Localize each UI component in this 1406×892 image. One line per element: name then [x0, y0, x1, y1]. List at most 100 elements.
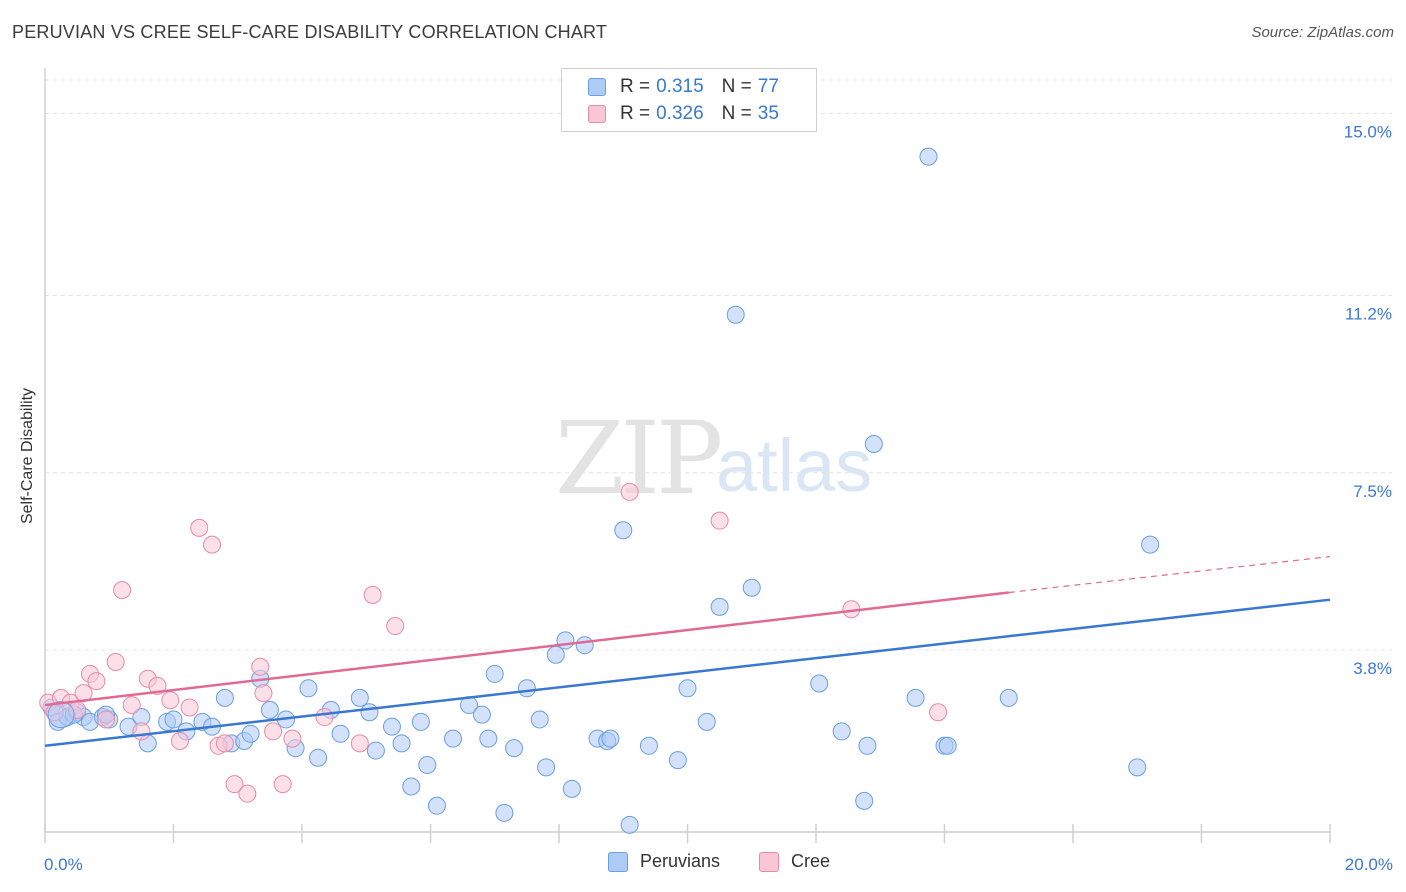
- data-point-cree: [283, 729, 302, 748]
- chart-title: PERUVIAN VS CREE SELF-CARE DISABILITY CO…: [12, 22, 608, 42]
- data-point-peruvians: [742, 578, 761, 597]
- data-point-peruvians: [639, 736, 658, 755]
- data-point-peruvians: [556, 631, 575, 650]
- y-tick-label: 15.0%: [1344, 123, 1392, 142]
- data-point-peruvians: [485, 664, 504, 683]
- data-point-peruvians: [697, 712, 716, 731]
- legend-n-value: 77: [757, 76, 779, 97]
- legend-n-label: N =: [721, 103, 752, 124]
- data-point-cree: [315, 708, 334, 727]
- data-point-peruvians: [411, 712, 430, 731]
- legend-r-label: R =: [620, 76, 651, 97]
- y-tick-label: 3.8%: [1353, 659, 1392, 678]
- legend-r-value: 0.326: [656, 103, 704, 124]
- data-point-cree: [180, 698, 199, 717]
- data-point-peruvians: [427, 796, 446, 815]
- data-point-cree: [273, 775, 292, 794]
- data-point-peruvians: [855, 791, 874, 810]
- data-point-peruvians: [726, 305, 745, 324]
- data-point-peruvians: [241, 724, 260, 743]
- data-point-peruvians: [517, 679, 536, 698]
- data-point-peruvians: [810, 674, 829, 693]
- data-point-peruvians: [299, 679, 318, 698]
- data-point-cree: [87, 672, 106, 691]
- data-point-peruvians: [260, 700, 279, 719]
- data-point-peruvians: [47, 701, 75, 729]
- bottom-legend-label: Cree: [791, 851, 831, 871]
- data-point-cree: [215, 734, 234, 753]
- trend-line-extension-cree: [1008, 555, 1331, 594]
- data-point-cree: [225, 775, 244, 794]
- data-point-cree: [254, 684, 273, 703]
- data-point-cree: [203, 535, 222, 554]
- stats-legend: R = 0.315 N = 77 R = 0.326 N = 35: [561, 68, 817, 132]
- legend-row-peruvians: R = 0.315 N = 77: [588, 75, 797, 99]
- data-point-peruvians: [530, 710, 549, 729]
- legend-n-label: N =: [721, 76, 752, 97]
- data-point-peruvians: [1141, 535, 1160, 554]
- data-point-peruvians: [360, 703, 379, 722]
- legend-row-cree: R = 0.326 N = 35: [588, 102, 797, 126]
- data-point-peruvians: [472, 705, 491, 724]
- data-point-peruvians: [575, 636, 594, 655]
- data-point-peruvians: [350, 688, 369, 707]
- data-point-peruvians: [443, 729, 462, 748]
- data-point-peruvians: [505, 739, 524, 758]
- data-point-cree: [238, 784, 257, 803]
- data-point-cree: [132, 722, 151, 741]
- bottom-swatch-cree: [759, 851, 779, 872]
- data-point-peruvians: [858, 736, 877, 755]
- data-point-peruvians: [495, 803, 514, 822]
- data-point-cree: [190, 518, 209, 537]
- data-point-peruvians: [366, 741, 385, 760]
- chart-source: Source: ZipAtlas.com: [1251, 24, 1394, 41]
- data-point-peruvians: [906, 688, 925, 707]
- data-point-cree: [386, 617, 405, 636]
- data-point-peruvians: [601, 729, 620, 748]
- data-point-cree: [264, 722, 283, 741]
- data-point-peruvians: [620, 815, 639, 834]
- data-point-peruvians: [479, 729, 498, 748]
- watermark-zip: ZIP: [555, 400, 723, 517]
- data-point-peruvians: [999, 688, 1018, 707]
- data-point-cree: [122, 696, 141, 715]
- data-point-peruvians: [537, 758, 556, 777]
- data-point-peruvians: [710, 597, 729, 616]
- data-point-cree: [350, 734, 369, 753]
- data-point-cree: [113, 581, 132, 600]
- data-point-peruvians: [668, 751, 687, 770]
- bottom-legend-peruvians: Peruvians: [608, 851, 720, 872]
- data-point-peruvians: [402, 777, 421, 796]
- data-point-peruvians: [392, 734, 411, 753]
- data-point-peruvians: [1128, 758, 1147, 777]
- data-point-cree: [929, 703, 948, 722]
- data-point-peruvians: [164, 710, 183, 729]
- watermark-atlas: atlas: [716, 424, 873, 507]
- data-point-peruvians: [832, 722, 851, 741]
- data-point-cree: [97, 710, 116, 729]
- y-axis-label: Self-Care Disability: [19, 387, 36, 525]
- data-point-peruvians: [938, 736, 957, 755]
- data-point-cree: [251, 657, 270, 676]
- y-tick-label: 11.2%: [1345, 305, 1392, 324]
- x-tick-label: 20.0%: [1345, 855, 1393, 874]
- trend-line-peruvians: [44, 598, 1331, 748]
- trend-line-cree: [44, 591, 1009, 707]
- data-point-peruvians: [546, 645, 565, 664]
- data-point-cree: [363, 585, 382, 604]
- bottom-swatch-peruvians: [608, 851, 628, 872]
- legend-swatch-peruvians: [588, 78, 606, 96]
- data-point-peruvians: [309, 748, 328, 767]
- data-point-cree: [106, 652, 125, 671]
- data-point-peruvians: [919, 147, 938, 166]
- y-tick-label: 7.5%: [1353, 482, 1392, 501]
- data-point-peruvians: [382, 717, 401, 736]
- legend-r-value: 0.315: [656, 76, 704, 97]
- data-point-peruvians: [562, 779, 581, 798]
- data-point-cree: [161, 691, 180, 710]
- data-point-peruvians: [215, 688, 234, 707]
- legend-r-label: R =: [620, 103, 651, 124]
- legend-swatch-cree: [588, 105, 606, 123]
- data-point-peruvians: [418, 755, 437, 774]
